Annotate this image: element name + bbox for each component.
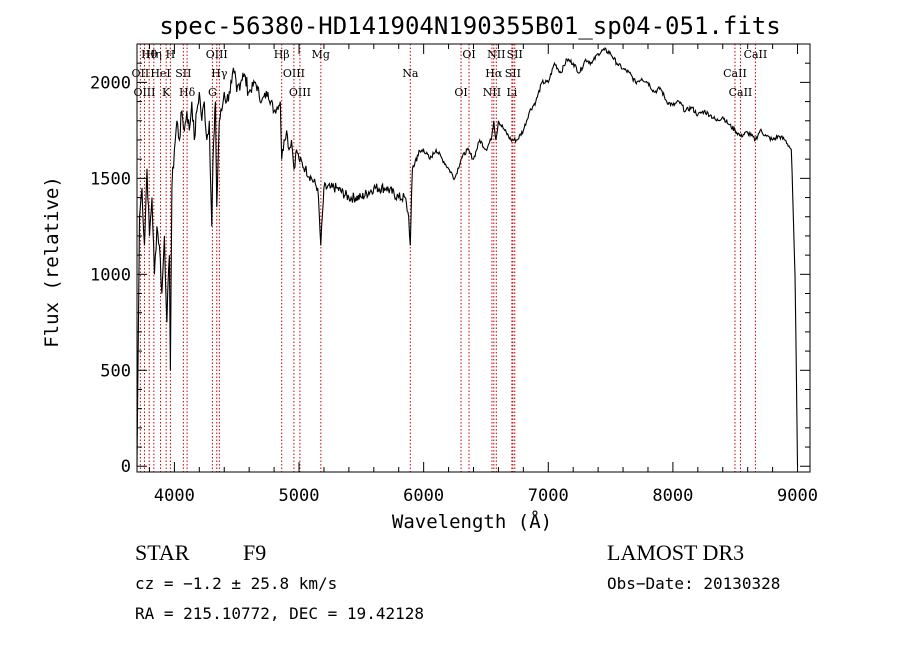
line-marker-label: Li [506,86,517,99]
y-axis-label: Flux (relative) [41,176,63,348]
y-tick-label: 2000 [90,73,131,93]
line-marker-label: Hβ [274,48,290,61]
y-axis: 0 500 1000 1500 2000 [90,62,810,477]
obs-date: Obs−Date: 20130328 [607,574,781,593]
x-tick-label: 9000 [777,486,818,506]
line-marker-label: K [162,86,171,99]
line-marker-label: SII [505,67,521,80]
x-tick-label: 5000 [279,486,320,506]
line-marker-label: Na [402,67,419,80]
line-marker-label: OIII [283,67,305,80]
line-marker-label: OII [132,67,150,80]
spectrum-line [136,47,799,467]
y-tick-label: 1500 [90,169,131,189]
line-marker-labels: Hθ OII OIII Hη HeI K H SII Hδ OIII Hγ G Hβ OIII OIII Mg… [132,48,768,99]
plot-frame [136,43,811,473]
chart-title: spec-56380-HD141904N190355B01_sp04-051.f… [159,12,780,40]
line-marker-label: CaII [744,48,768,61]
object-class: STAR [135,540,190,565]
line-marker-label: SII [175,67,191,80]
line-marker-label: OIII [206,48,228,61]
line-marker-label: Hθ [141,48,158,61]
line-marker-label: G [208,86,217,99]
survey-name: LAMOST DR3 [607,540,745,565]
line-marker-label: Hα [485,67,503,80]
line-marker-label: OI [454,86,467,99]
line-marker-label: OIII [289,86,311,99]
x-axis: 4000 5000 6000 7000 8000 9000 [148,44,818,506]
x-tick-label: 4000 [154,486,195,506]
x-axis-label: Wavelength (Å) [392,510,552,533]
line-marker-label: OIII [133,86,155,99]
line-marker-label: CaII [729,86,753,99]
line-marker-label: CaII [723,67,747,80]
y-tick-label: 0 [121,457,131,477]
line-markers [139,44,756,472]
line-marker-label: Mg [312,48,330,61]
redshift-readout: cz = −1.2 ± 25.8 km/s [135,574,338,593]
x-tick-label: 6000 [403,486,444,506]
line-marker-label: Hδ [179,86,196,99]
y-tick-label: 1000 [90,265,131,285]
y-tick-label: 500 [100,361,131,381]
coordinates: RA = 215.10772, DEC = 19.42128 [135,604,424,623]
line-marker-label: HeI [150,67,170,80]
line-marker-label: H [166,48,176,61]
line-marker-label: NII [487,48,505,61]
x-tick-label: 8000 [652,486,693,506]
line-marker-label: OI [462,48,475,61]
line-marker-label: Hη [146,48,162,61]
line-marker-label: SII [507,48,523,61]
line-marker-label: Hγ [211,67,228,80]
subclass: F9 [243,540,267,565]
line-marker-label: NII [483,86,501,99]
x-tick-label: 7000 [528,486,569,506]
